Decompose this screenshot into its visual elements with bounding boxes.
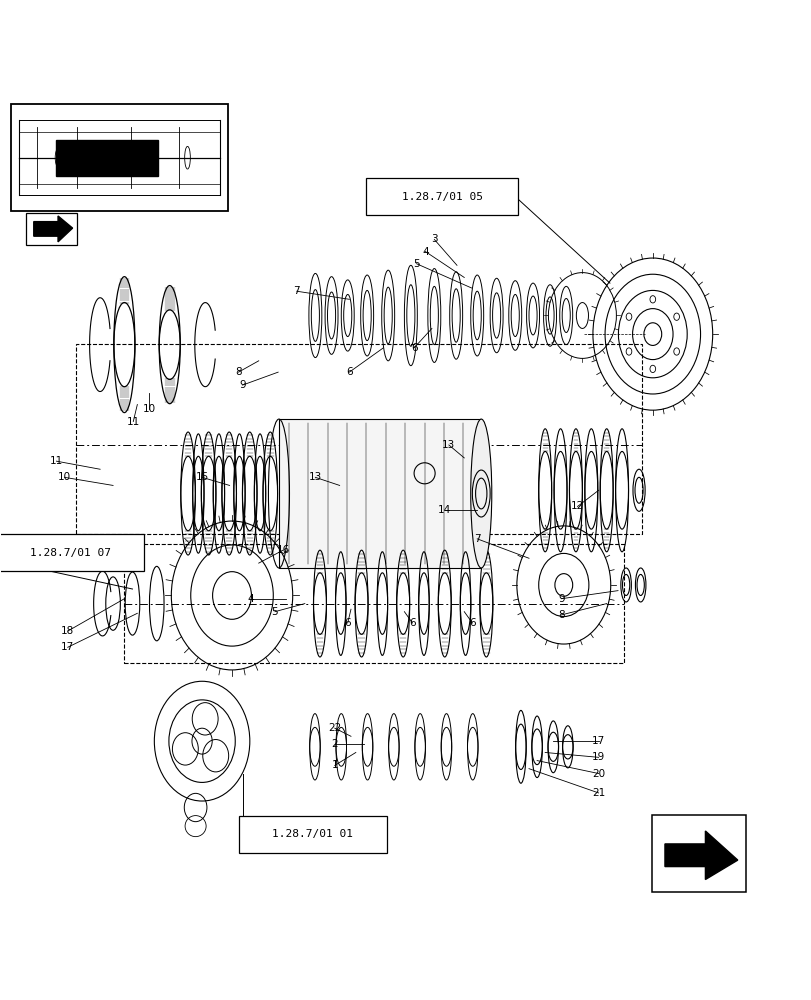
Text: 20: 20 xyxy=(591,769,604,779)
Text: 8: 8 xyxy=(557,610,564,620)
Text: 5: 5 xyxy=(271,607,278,617)
Text: 13: 13 xyxy=(442,440,455,450)
Text: 4: 4 xyxy=(422,247,428,257)
Text: 1.28.7/01 05: 1.28.7/01 05 xyxy=(401,192,483,202)
Text: 10: 10 xyxy=(58,472,71,482)
Text: 3: 3 xyxy=(431,234,437,244)
Text: 6: 6 xyxy=(409,618,415,628)
Text: 1: 1 xyxy=(331,760,337,770)
Bar xyxy=(279,419,481,568)
Text: 16: 16 xyxy=(276,545,290,555)
Text: 6: 6 xyxy=(410,343,417,353)
Polygon shape xyxy=(34,216,72,242)
Text: 7: 7 xyxy=(293,286,300,296)
FancyBboxPatch shape xyxy=(238,816,387,853)
Ellipse shape xyxy=(470,419,491,568)
Text: 6: 6 xyxy=(469,618,475,628)
Text: 18: 18 xyxy=(61,626,75,636)
Polygon shape xyxy=(56,140,158,176)
Text: 6: 6 xyxy=(344,618,350,628)
Text: 4: 4 xyxy=(247,594,254,604)
Text: 19: 19 xyxy=(591,752,604,762)
Text: 17: 17 xyxy=(591,736,604,746)
Text: 15: 15 xyxy=(195,472,208,482)
FancyBboxPatch shape xyxy=(26,213,77,245)
Text: 5: 5 xyxy=(413,259,419,269)
Text: 1.28.7/01 01: 1.28.7/01 01 xyxy=(272,829,353,839)
Text: 21: 21 xyxy=(591,788,604,798)
Text: 2: 2 xyxy=(331,739,337,749)
Text: 22: 22 xyxy=(328,723,341,733)
Text: 14: 14 xyxy=(438,505,451,515)
FancyBboxPatch shape xyxy=(0,534,144,571)
Text: 13: 13 xyxy=(308,472,322,482)
Polygon shape xyxy=(664,831,737,880)
Text: 10: 10 xyxy=(143,404,156,414)
Text: 9: 9 xyxy=(239,380,246,390)
FancyBboxPatch shape xyxy=(366,178,518,215)
Text: 8: 8 xyxy=(235,367,242,377)
Text: 1.28.7/01 07: 1.28.7/01 07 xyxy=(30,548,110,558)
FancyBboxPatch shape xyxy=(651,815,745,892)
Text: 12: 12 xyxy=(570,501,583,511)
Text: 17: 17 xyxy=(61,642,75,652)
Bar xyxy=(11,104,228,211)
Text: 9: 9 xyxy=(557,594,564,604)
Text: 11: 11 xyxy=(127,417,139,427)
Text: 7: 7 xyxy=(474,534,480,544)
Text: 6: 6 xyxy=(345,367,352,377)
Text: 11: 11 xyxy=(49,456,63,466)
